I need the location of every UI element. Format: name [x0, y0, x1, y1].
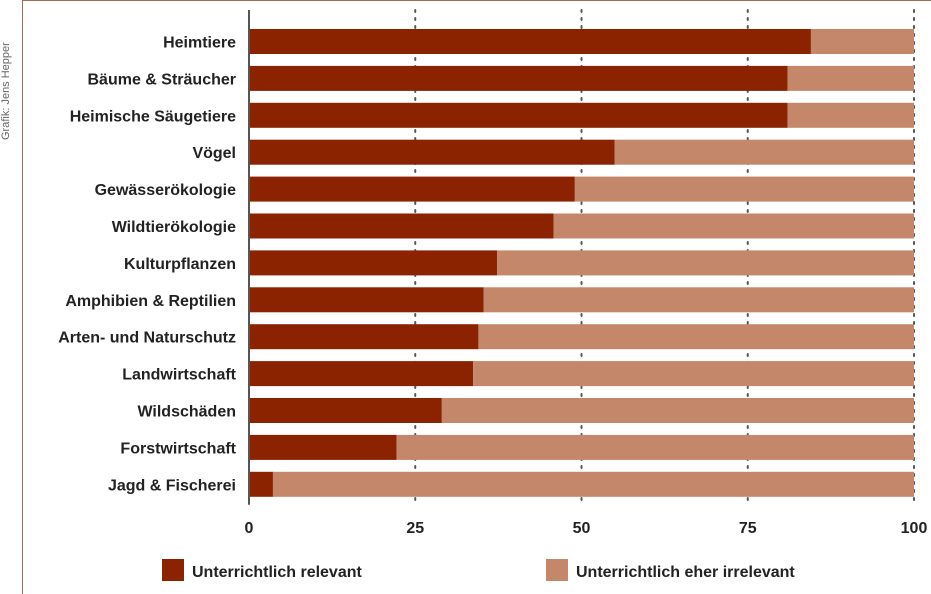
bar-irrelevant: [787, 102, 914, 128]
bar-irrelevant: [553, 213, 914, 239]
category-label: Bäume & Sträucher: [88, 71, 237, 88]
bar-irrelevant: [483, 287, 914, 313]
category-label: Heimtiere: [163, 35, 236, 52]
bar-relevant: [249, 287, 484, 313]
legend-label: Unterrichtlich relevant: [192, 564, 363, 581]
bar-relevant: [249, 398, 442, 423]
category-labels: Heimtiere Bäume & Sträucher Heimische Säug…: [58, 35, 236, 495]
category-label: Wildtierökologie: [112, 219, 236, 236]
category-label: Gewässerökologie: [95, 182, 236, 199]
legend-label: Unterrichtlich eher irrelevant: [576, 564, 795, 581]
category-label: Wildschäden: [137, 404, 236, 421]
bar-relevant: [249, 361, 474, 387]
x-tick-labels: 0 25 50 75 100: [245, 520, 928, 537]
bar-relevant: [249, 213, 554, 239]
category-label: Jagd & Fischerei: [108, 477, 236, 494]
x-tick-label: 50: [573, 520, 591, 537]
bar-relevant: [249, 434, 397, 460]
bar-irrelevant: [497, 250, 914, 276]
bar-irrelevant: [810, 29, 914, 54]
legend-swatch: [546, 559, 568, 581]
category-label: Forstwirtschaft: [120, 440, 236, 457]
bar-relevant: [249, 102, 788, 128]
bar-relevant: [249, 29, 811, 54]
x-tick-label: 100: [901, 520, 928, 537]
legend-swatch: [162, 559, 184, 581]
category-label: Arten- und Naturschutz: [58, 330, 236, 347]
bar-irrelevant: [574, 176, 914, 202]
x-tick-label: 0: [245, 520, 254, 537]
category-label: Heimische Säugetiere: [70, 108, 236, 125]
x-tick-label: 75: [739, 520, 757, 537]
category-label: Vögel: [192, 145, 236, 162]
bar-irrelevant: [614, 139, 914, 165]
bar-irrelevant: [441, 398, 914, 423]
chart-frame: [22, 0, 931, 594]
legend: Unterrichtlich relevant Unterrichtlich eh…: [162, 559, 795, 581]
bar-irrelevant: [272, 471, 914, 497]
bars-layer: [249, 29, 914, 497]
bar-relevant: [249, 471, 273, 497]
x-tick-label: 25: [406, 520, 424, 537]
bar-irrelevant: [473, 361, 914, 387]
bar-relevant: [249, 176, 575, 202]
bar-irrelevant: [478, 324, 914, 350]
category-label: Landwirtschaft: [122, 367, 236, 384]
bar-irrelevant: [787, 65, 914, 91]
bar-relevant: [249, 324, 479, 350]
bar-relevant: [249, 250, 498, 276]
bar-relevant: [249, 65, 788, 91]
category-label: Kulturpflanzen: [124, 256, 236, 273]
bar-irrelevant: [396, 434, 914, 460]
bar-relevant: [249, 139, 615, 165]
category-label: Amphibien & Reptilien: [65, 293, 236, 310]
